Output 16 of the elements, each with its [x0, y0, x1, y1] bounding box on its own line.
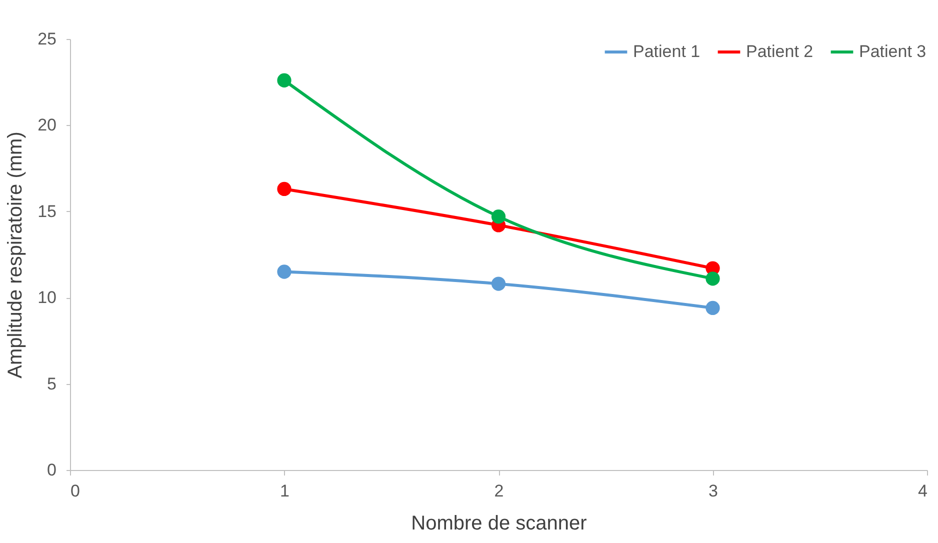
y-tick-label: 0 — [47, 460, 56, 480]
y-tick-label: 15 — [38, 202, 56, 221]
legend-label: Patient 2 — [746, 42, 814, 61]
y-tick-label: 5 — [47, 374, 56, 394]
x-tick-label: 4 — [918, 482, 928, 500]
legend-label: Patient 1 — [633, 42, 700, 61]
x-tick-label: 2 — [494, 482, 504, 500]
x-tick-label: 0 — [70, 482, 80, 500]
y-tick-label: 10 — [38, 288, 56, 308]
legend-label: Patient 3 — [859, 42, 926, 61]
y-axis-title: Amplitude respiratoire (mm) — [4, 132, 27, 378]
x-axis-title: Nombre de scanner — [411, 512, 588, 534]
x-tick-label: 1 — [280, 482, 290, 500]
y-tick-label: 25 — [38, 30, 56, 48]
x-tick-label: 3 — [708, 482, 718, 500]
y-tick-label: 20 — [38, 116, 56, 135]
